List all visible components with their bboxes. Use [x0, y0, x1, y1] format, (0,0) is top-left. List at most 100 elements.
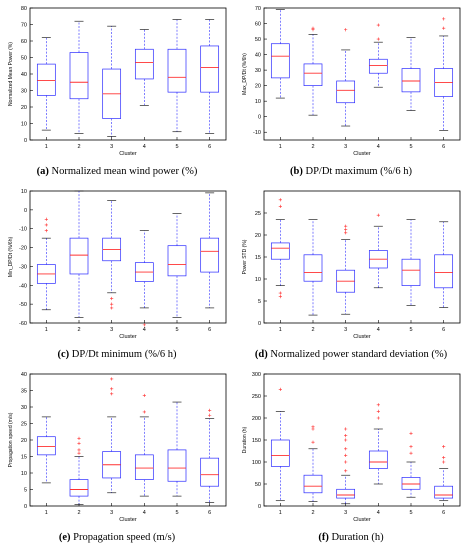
outlier-marker	[442, 445, 446, 449]
outlier-marker	[376, 416, 380, 420]
x-axis-label: Cluster	[119, 334, 137, 340]
y-axis-label: Duration (h)	[242, 426, 248, 453]
iqr-box	[69, 237, 89, 275]
outlier-marker	[376, 409, 380, 413]
x-tick-label: 5	[409, 144, 412, 150]
outlier-marker	[442, 26, 446, 30]
outlier-marker	[409, 445, 413, 449]
outlier-marker	[344, 434, 348, 438]
y-tick-label: 0	[258, 115, 261, 121]
outlier-marker	[77, 441, 81, 445]
x-tick-label: 5	[409, 510, 412, 516]
boxplot-f: 0 50 100 150 200 250 300 1 2 3 4 5 6 Cluster Duration …	[242, 372, 461, 523]
x-tick-label: 2	[311, 144, 314, 150]
caption-e: (e) Propagation speed (m/s)	[58, 532, 176, 543]
y-tick-label: 20	[21, 105, 27, 111]
y-tick-label: 70	[21, 23, 27, 29]
outlier-marker	[278, 204, 282, 208]
y-tick-label: 20	[255, 233, 261, 239]
outlier-marker	[311, 26, 315, 30]
x-tick-label: 2	[77, 144, 80, 150]
outlier-marker	[311, 425, 315, 429]
iqr-box	[401, 68, 421, 93]
outlier-marker	[77, 451, 81, 455]
outlier-marker	[344, 228, 348, 232]
y-tick-label: 30	[21, 405, 27, 411]
y-tick-label: 0	[24, 208, 27, 214]
y-tick-label: 10	[255, 99, 261, 105]
x-tick-label: 5	[175, 510, 178, 516]
outlier-marker	[208, 408, 212, 412]
outlier-marker	[442, 17, 446, 21]
outlier-marker	[409, 431, 413, 435]
boxplot-e: 0 5 10 15 20 25 30 35 40 1 2 3 4 5 6 Cluster Propagation…	[8, 372, 227, 523]
iqr-box	[69, 479, 89, 497]
iqr-box	[303, 63, 323, 86]
outlier-marker	[344, 224, 348, 228]
x-tick-label: 4	[143, 144, 146, 150]
y-tick-label: 20	[255, 84, 261, 90]
panel-c: -60 -50 -40 -30 -20 -10 0 10 1 2 3 4 5 6 Cluster Min_DP…	[0, 183, 234, 366]
y-tick-label: 250	[252, 394, 261, 400]
x-tick-label: 1	[45, 144, 48, 150]
boxplot-b: -10 0 10 20 30 40 50 60 70 1 2 3 4 5 6 Cluster Max_DP/Dt…	[242, 6, 461, 157]
y-axis-label: Propagation speed (m/s)	[8, 412, 14, 467]
x-tick-label: 2	[77, 327, 80, 333]
outlier-marker	[344, 28, 348, 32]
y-tick-label: -20	[19, 246, 27, 252]
iqr-box	[336, 488, 356, 499]
x-axis-label: Cluster	[353, 151, 371, 157]
outlier-marker	[110, 306, 114, 310]
y-tick-label: 50	[255, 482, 261, 488]
iqr-box	[368, 58, 388, 74]
iqr-box	[434, 485, 454, 499]
x-tick-label: 3	[110, 144, 113, 150]
plot-frame	[29, 7, 227, 141]
x-tick-label: 1	[45, 327, 48, 333]
iqr-box	[368, 450, 388, 469]
plot-frame	[263, 373, 461, 507]
y-axis-label: Min_DP/Dt (%/6h)	[8, 237, 14, 278]
x-axis-label: Cluster	[119, 151, 137, 157]
y-tick-label: 0	[24, 504, 27, 510]
x-axis-label: Cluster	[353, 334, 371, 340]
outlier-marker	[208, 413, 212, 417]
outlier-marker	[77, 436, 81, 440]
y-tick-label: 0	[258, 504, 261, 510]
y-tick-label: 80	[21, 6, 27, 12]
x-tick-label: 5	[175, 144, 178, 150]
y-tick-label: 40	[255, 53, 261, 59]
iqr-box	[401, 258, 421, 286]
outlier-marker	[77, 448, 81, 452]
x-tick-label: 2	[77, 510, 80, 516]
iqr-box	[336, 80, 356, 104]
x-tick-label: 6	[442, 144, 445, 150]
outlier-marker	[110, 392, 114, 396]
x-tick-label: 2	[311, 510, 314, 516]
x-tick-label: 3	[110, 327, 113, 333]
x-tick-label: 3	[344, 510, 347, 516]
outlier-marker	[344, 447, 348, 451]
plot-frame	[263, 190, 461, 324]
x-tick-label: 6	[442, 327, 445, 333]
outlier-marker	[442, 460, 446, 464]
y-tick-label: 25	[21, 422, 27, 428]
y-tick-label: 10	[21, 471, 27, 477]
y-tick-label: 300	[252, 372, 261, 378]
x-axis-label: Cluster	[119, 517, 137, 523]
x-tick-label: 4	[377, 144, 380, 150]
outlier-marker	[44, 223, 48, 227]
outlier-marker	[344, 469, 348, 473]
outlier-marker	[376, 37, 380, 41]
outlier-marker	[278, 291, 282, 295]
plot-frame	[29, 373, 227, 507]
y-tick-label: 50	[255, 37, 261, 43]
y-axis-label: Max_DP/Dt (%/6h)	[242, 53, 248, 95]
x-tick-label: 2	[311, 327, 314, 333]
outlier-marker	[376, 213, 380, 217]
y-tick-label: 15	[21, 455, 27, 461]
outlier-marker	[344, 453, 348, 457]
panel-a: 0 10 20 30 40 50 60 70 80 1 2 3 4 5 6 Cluster Normalized…	[0, 0, 234, 183]
x-tick-label: 4	[143, 510, 146, 516]
x-tick-label: 1	[279, 510, 282, 516]
